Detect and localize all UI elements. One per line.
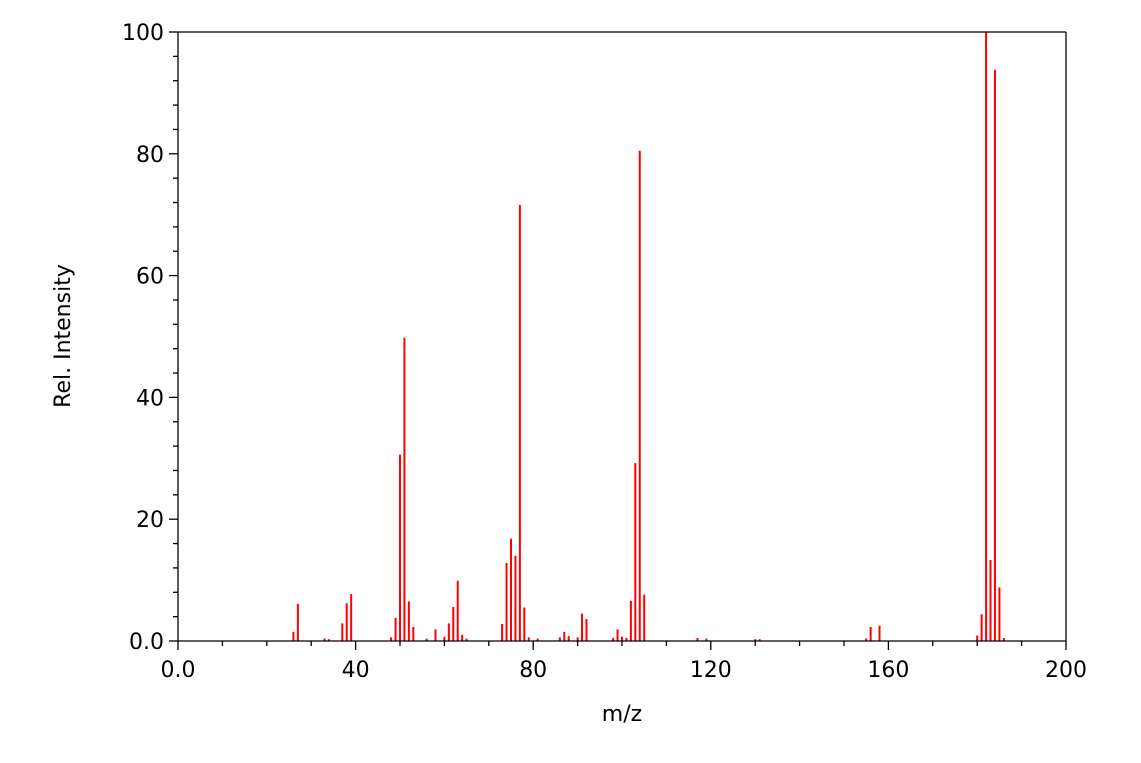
bars-layer: [292, 32, 1005, 641]
x-axis-title: m/z: [602, 702, 642, 727]
x-tick-label: 160: [867, 658, 909, 683]
x-tick-label: 80: [519, 658, 547, 683]
y-tick-label: 80: [136, 143, 164, 168]
y-tick-label: 20: [136, 508, 164, 533]
y-axis-title: Rel. Intensity: [51, 264, 76, 408]
y-tick-label: 100: [122, 21, 164, 46]
y-tick-label: 40: [136, 386, 164, 411]
axes-layer: [169, 31, 1067, 650]
y-tick-label: 60: [136, 265, 164, 290]
labels-layer: 0.0 20 40 60 80 100 0.0 40 80 120 160 200: [122, 21, 1087, 683]
x-tick-label: 120: [690, 658, 732, 683]
x-tick-label: 0.0: [161, 658, 196, 683]
y-tick-label: 0.0: [129, 630, 164, 655]
x-tick-label: 200: [1045, 658, 1087, 683]
x-tick-label: 40: [342, 658, 370, 683]
